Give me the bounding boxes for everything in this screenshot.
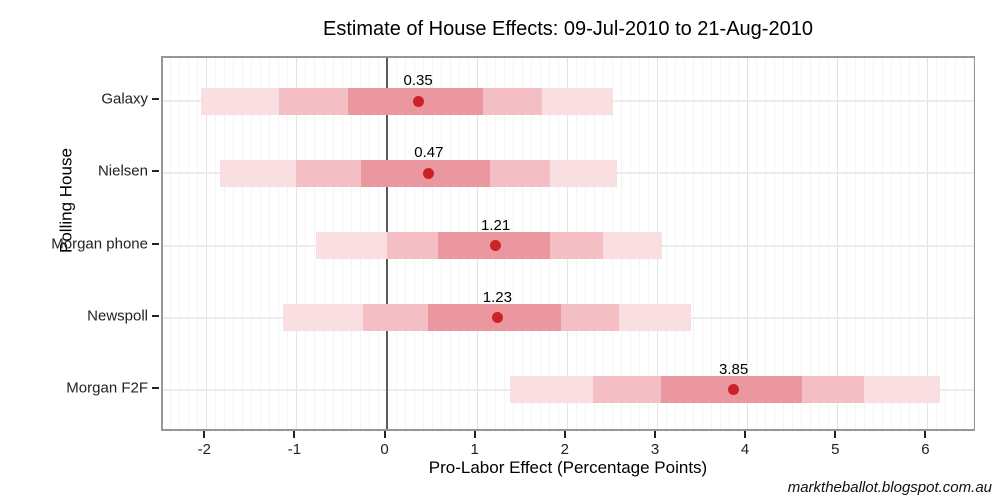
gridline-minor xyxy=(792,58,794,429)
x-axis-tick-label: -2 xyxy=(197,441,211,458)
gridline-minor xyxy=(864,58,866,429)
gridline-minor xyxy=(224,58,226,429)
gridline-minor xyxy=(729,58,731,429)
gridline-minor xyxy=(738,58,740,429)
gridline-minor xyxy=(765,58,767,429)
point-estimate-dot xyxy=(423,167,435,179)
gridline-minor xyxy=(675,58,676,429)
x-axis-tick xyxy=(834,431,837,438)
gridline-minor xyxy=(215,58,217,429)
y-axis-tick-label: Nielsen xyxy=(97,162,148,180)
gridline-minor xyxy=(260,58,262,429)
gridline-minor xyxy=(314,58,316,429)
x-axis-tick-label: 2 xyxy=(560,441,569,458)
y-axis-tick-label: Morgan F2F xyxy=(66,379,148,397)
gridline-major xyxy=(296,58,298,429)
point-estimate-label: 1.21 xyxy=(480,216,511,234)
gridline-major xyxy=(206,58,208,429)
gridline-minor xyxy=(666,58,667,429)
x-axis-tick xyxy=(654,431,656,438)
gridline-minor xyxy=(233,58,235,429)
x-axis-tick xyxy=(924,431,927,438)
y-axis-tick xyxy=(152,170,159,173)
gridline-minor xyxy=(197,58,199,429)
gridline-minor xyxy=(891,58,893,429)
x-axis-tick-label: 3 xyxy=(650,441,660,458)
point-estimate-label: 1.23 xyxy=(482,288,512,306)
x-axis-tick-label: 5 xyxy=(831,441,840,458)
gridline-minor xyxy=(963,58,965,429)
x-axis-tick-label: 1 xyxy=(470,441,479,458)
gridline-major xyxy=(747,58,749,429)
x-axis-tick-label: 4 xyxy=(740,441,750,458)
point-estimate-label: 0.47 xyxy=(414,144,444,162)
x-axis-title: Pro-Labor Effect (Percentage Points) xyxy=(428,458,708,477)
gridline-minor xyxy=(287,58,289,429)
gridline-major xyxy=(837,58,839,429)
watermark-url: marktheballot.blogspot.com.au xyxy=(787,479,992,496)
gridline-minor xyxy=(783,58,785,429)
gridline-minor xyxy=(711,58,713,429)
gridline-minor xyxy=(900,58,902,429)
gridline-minor xyxy=(242,58,244,429)
gridline-minor xyxy=(846,58,848,429)
point-estimate-dot xyxy=(490,240,502,251)
gridline-minor xyxy=(909,58,911,429)
x-axis-tick xyxy=(744,431,747,438)
gridline-minor xyxy=(801,58,803,429)
gridline-minor xyxy=(756,58,758,429)
gridline-minor xyxy=(278,58,280,429)
point-estimate-label: 3.85 xyxy=(718,360,749,378)
gridline-minor xyxy=(828,58,830,429)
gridline-minor xyxy=(269,58,271,429)
gridline-minor xyxy=(702,58,704,429)
y-axis-tick xyxy=(152,242,159,245)
y-axis-tick xyxy=(152,98,159,101)
x-axis-tick xyxy=(473,431,476,438)
point-estimate-dot xyxy=(728,384,740,396)
gridline-minor xyxy=(918,58,920,429)
gridline-minor xyxy=(693,58,694,429)
gridline-major xyxy=(927,58,929,429)
y-axis-tick-label: Newspoll xyxy=(87,307,148,325)
gridline-minor xyxy=(972,58,974,429)
x-axis-tick-label: 6 xyxy=(921,441,930,458)
gridline-minor xyxy=(179,58,181,429)
gridline-minor xyxy=(945,58,947,429)
gridline-minor xyxy=(873,58,875,429)
point-estimate-dot xyxy=(412,95,424,107)
point-estimate-label: 0.35 xyxy=(403,72,433,90)
y-axis-tick-label: Morgan phone xyxy=(51,235,148,252)
x-axis-tick xyxy=(203,431,206,438)
point-estimate-dot xyxy=(491,312,503,324)
x-axis-tick xyxy=(383,431,386,438)
gridline-minor xyxy=(170,58,172,429)
gridline-minor xyxy=(936,58,938,429)
chart-title: Estimate of House Effects: 09-Jul-2010 t… xyxy=(323,18,813,40)
gridline-minor xyxy=(810,58,812,429)
gridline-minor xyxy=(954,58,956,429)
x-axis-tick-label: -1 xyxy=(287,441,302,458)
y-axis-tick xyxy=(152,314,159,317)
gridline-minor xyxy=(188,58,190,429)
gridline-minor xyxy=(720,58,722,429)
gridline-minor xyxy=(251,58,253,429)
gridline-minor xyxy=(684,58,685,429)
gridline-minor xyxy=(882,58,884,429)
x-axis-tick xyxy=(293,431,296,438)
x-axis-tick xyxy=(563,431,566,438)
x-axis-tick-label: 0 xyxy=(380,441,389,458)
y-axis-tick xyxy=(152,386,159,389)
gridline-minor xyxy=(305,58,307,429)
plot-panel: 0.35 0.47 1.21 1.23 3.85 xyxy=(161,56,975,431)
gridline-minor xyxy=(819,58,821,429)
gridline-minor xyxy=(774,58,776,429)
gridline-minor xyxy=(855,58,857,429)
y-axis-tick-label: Galaxy xyxy=(101,90,148,108)
